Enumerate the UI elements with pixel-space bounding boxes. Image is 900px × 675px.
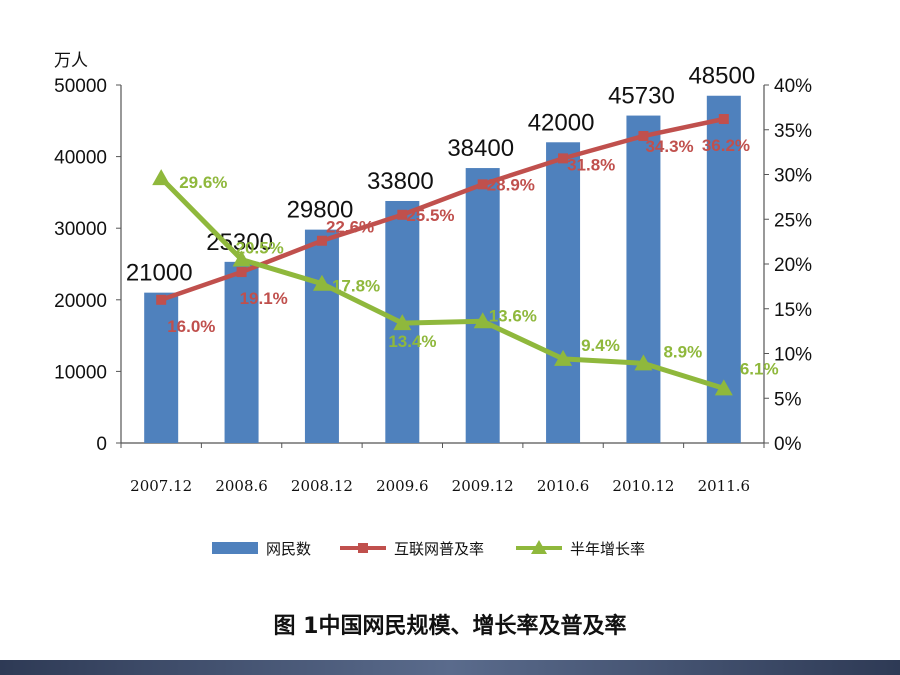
y2-tick-label: 20%	[774, 255, 812, 276]
x-tick-label: 2008.6	[215, 477, 268, 495]
bar-value-label: 48500	[688, 63, 755, 90]
y2-tick-label: 35%	[774, 121, 812, 142]
chart: 万人 0 10000 20000 30000 40000 50000 0% 5% 10% 15% 20…	[54, 51, 812, 558]
y-axis-unit-label: 万人	[54, 51, 88, 71]
bar	[626, 115, 661, 444]
y2-tick-label: 30%	[774, 166, 812, 187]
growth-point	[554, 349, 573, 366]
x-tick-label: 2008.12	[291, 477, 353, 495]
penetration-point	[236, 267, 247, 278]
penetration-point	[156, 294, 167, 305]
y-tick-label: 50000	[54, 76, 107, 97]
legend-bar-swatch	[212, 542, 258, 554]
y2-tick-label: 0%	[774, 434, 802, 455]
growth-label: 13.6%	[489, 306, 537, 325]
legend-label: 半年增长率	[570, 540, 645, 558]
penetration-label: 19.1%	[240, 289, 288, 308]
penetration-label: 34.3%	[645, 137, 693, 156]
legend-label: 网民数	[266, 540, 311, 558]
x-tick-label: 2011.6	[698, 477, 751, 495]
bar	[144, 292, 179, 443]
growth-point	[152, 169, 171, 186]
penetration-point	[558, 153, 569, 164]
growth-label: 20.5%	[236, 239, 284, 258]
growth-point	[312, 274, 331, 291]
x-tick-label: 2010.6	[537, 477, 590, 495]
bar-value-label: 33800	[367, 168, 434, 195]
growth-label: 13.4%	[388, 332, 436, 351]
growth-label: 29.6%	[179, 173, 227, 192]
bar-value-label: 42000	[528, 109, 595, 136]
bar	[546, 142, 581, 443]
y2-tick-label: 40%	[774, 76, 812, 97]
chart-caption: 图 1中国网民规模、增长率及普及率	[273, 614, 627, 639]
y2-tick-label: 15%	[774, 300, 812, 321]
penetration-point	[316, 235, 327, 246]
x-tick-label: 2009.6	[376, 477, 429, 495]
penetration-point	[477, 179, 488, 190]
x-tick-label: 2010.12	[612, 477, 674, 495]
bar-value-label: 45730	[608, 83, 675, 110]
x-tick-label: 2007.12	[130, 477, 192, 495]
growth-point	[473, 312, 492, 329]
growth-point	[634, 354, 653, 371]
x-tick-label: 2009.12	[452, 477, 514, 495]
bar	[224, 261, 259, 443]
y-tick-label: 0	[96, 434, 107, 455]
penetration-label: 25.5%	[406, 206, 454, 225]
growth-point	[232, 250, 251, 267]
y2-tick-label: 5%	[774, 389, 802, 410]
penetration-point	[397, 209, 408, 220]
penetration-label: 22.6%	[326, 218, 374, 237]
penetration-point	[638, 131, 649, 142]
legend-penetration-marker	[358, 543, 368, 553]
y2-tick-label: 10%	[774, 345, 812, 366]
y-tick-label: 10000	[54, 362, 107, 383]
penetration-point	[718, 114, 729, 125]
growth-label: 8.9%	[663, 342, 702, 361]
penetration-label: 31.8%	[567, 155, 615, 174]
growth-point	[393, 314, 412, 331]
bar	[304, 229, 339, 443]
slide-bottom-bar	[0, 660, 900, 675]
y-tick-label: 20000	[54, 291, 107, 312]
y2-tick-label: 25%	[774, 210, 812, 231]
growth-label: 17.8%	[332, 277, 380, 296]
growth-line	[159, 176, 725, 391]
bar	[465, 168, 500, 443]
y-tick-label: 30000	[54, 219, 107, 240]
growth-label: 6.1%	[740, 359, 779, 378]
legend-growth-marker	[531, 540, 547, 554]
bar-value-label: 21000	[126, 260, 193, 287]
chart-svg: 万人 0 10000 20000 30000 40000 50000 0% 5% 10% 15% 20…	[54, 51, 812, 558]
penetration-label: 28.9%	[487, 175, 535, 194]
bar-value-label: 38400	[447, 135, 514, 162]
penetration-label: 36.2%	[702, 136, 750, 155]
legend-label: 互联网普及率	[394, 540, 484, 558]
growth-label: 9.4%	[581, 336, 620, 355]
bar-value-label: 29800	[287, 197, 354, 224]
penetration-line	[160, 116, 725, 302]
growth-point	[714, 379, 733, 396]
y-tick-label: 40000	[54, 148, 107, 169]
penetration-label: 16.0%	[167, 317, 215, 336]
